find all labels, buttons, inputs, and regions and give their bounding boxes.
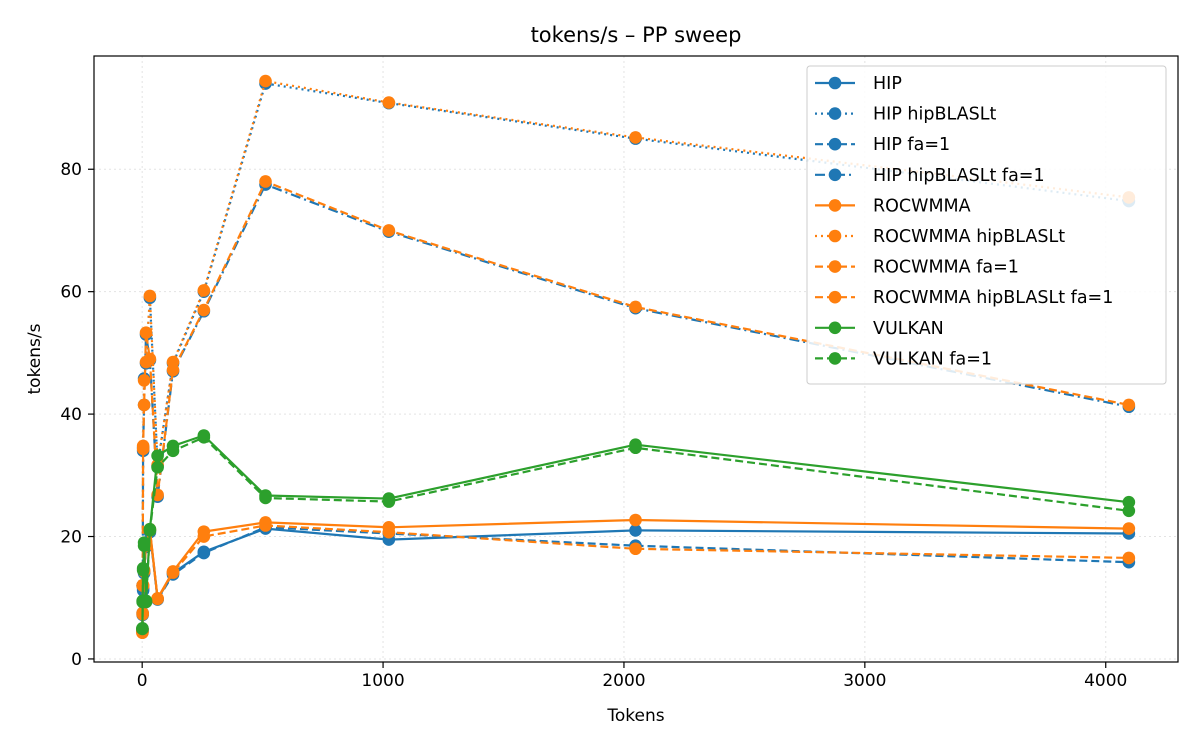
legend-label: HIP hipBLASLt [873, 105, 996, 125]
data-point [151, 461, 164, 474]
data-point [629, 542, 642, 556]
data-point [143, 289, 157, 303]
y-tick-label: 60 [60, 283, 82, 303]
data-point [137, 374, 151, 387]
data-point [629, 441, 642, 455]
data-point [382, 96, 396, 109]
legend-label: HIP hipBLASLt fa=1 [873, 166, 1045, 186]
data-point [629, 300, 642, 314]
data-point [151, 449, 164, 463]
legend-marker [828, 352, 842, 365]
data-point [136, 563, 150, 577]
data-point [139, 595, 153, 609]
legend-label: HIP fa=1 [873, 135, 950, 155]
legend-marker [828, 168, 842, 182]
data-point [136, 622, 149, 636]
data-point [137, 398, 151, 412]
legend-marker [828, 321, 842, 335]
y-tick-label: 80 [60, 160, 82, 180]
plot-frame [93, 55, 1179, 663]
data-point [136, 439, 150, 453]
x-tick-label: 2000 [602, 671, 645, 691]
legend-marker [828, 260, 842, 273]
legend-entry: HIP hipBLASLt [815, 105, 996, 125]
legend-entry: HIP [815, 74, 902, 94]
data-point [143, 524, 157, 537]
data-point [143, 352, 157, 366]
data-point [259, 74, 272, 88]
data-point [1122, 522, 1136, 535]
data-point [1122, 398, 1136, 412]
legend-marker [828, 199, 842, 212]
x-axis-label: Tokens [606, 706, 664, 726]
data-point [151, 592, 164, 606]
legend-label: VULKAN fa=1 [873, 349, 992, 369]
data-point [139, 326, 153, 339]
legend-entry: VULKAN [815, 319, 944, 339]
legend-marker [828, 107, 842, 120]
data-point [382, 495, 396, 508]
x-tick-label: 0 [137, 671, 148, 691]
legend-marker [828, 229, 842, 243]
data-point [629, 513, 642, 527]
series-9 [136, 431, 1136, 636]
legend-entry: HIP hipBLASLt fa=1 [815, 166, 1045, 186]
legend-entry: ROCWMMA hipBLASLt fa=1 [815, 288, 1113, 308]
data-point [166, 566, 180, 579]
legend-entry: VULKAN fa=1 [815, 349, 992, 369]
data-point [197, 546, 211, 560]
chart-title: tokens/s – PP sweep [531, 23, 742, 47]
data-point [382, 224, 396, 237]
x-tick-label: 4000 [1084, 671, 1127, 691]
data-point [197, 530, 211, 543]
series-layer [136, 74, 1136, 639]
y-axis-label: tokens/s [25, 323, 45, 394]
data-point [1122, 504, 1136, 518]
legend-marker [828, 290, 842, 304]
legend-entry: ROCWMMA hipBLASLt [815, 227, 1065, 247]
y-tick-label: 20 [60, 528, 82, 548]
data-point [259, 519, 272, 532]
legend-label: ROCWMMA hipBLASLt fa=1 [873, 288, 1113, 308]
ticks: 0 1000 2000 3000 4000 0 20 40 60 80 [60, 160, 1127, 691]
legend-entry: HIP fa=1 [815, 135, 950, 155]
data-point [629, 524, 642, 537]
legend-entry: ROCWMMA [815, 196, 971, 216]
legend-label: ROCWMMA fa=1 [873, 258, 1019, 278]
legend-box [806, 65, 1167, 385]
legend-label: ROCWMMA hipBLASLt [873, 227, 1065, 247]
data-point [197, 284, 211, 297]
legend-marker [828, 137, 842, 151]
legend: HIP HIP hipBLASLt HIP fa=1 HIP hipBLASLt fa… [806, 65, 1167, 385]
legend-label: ROCWMMA [873, 196, 971, 216]
y-tick-label: 40 [60, 405, 82, 425]
legend-label: HIP [873, 74, 902, 94]
data-point [259, 175, 272, 188]
x-tick-label: 3000 [843, 671, 886, 691]
data-point [137, 536, 151, 549]
data-point [629, 131, 642, 144]
legend-label: VULKAN [873, 319, 944, 339]
legend-entry: ROCWMMA fa=1 [815, 258, 1019, 278]
legend-marker [828, 76, 842, 90]
data-point [259, 491, 272, 505]
data-point [1122, 551, 1136, 565]
data-point [382, 525, 396, 539]
x-tick-label: 1000 [361, 671, 404, 691]
data-point [197, 303, 211, 317]
data-point [197, 431, 211, 444]
data-point [166, 444, 180, 458]
y-tick-label: 0 [71, 650, 82, 670]
data-point [166, 363, 180, 377]
